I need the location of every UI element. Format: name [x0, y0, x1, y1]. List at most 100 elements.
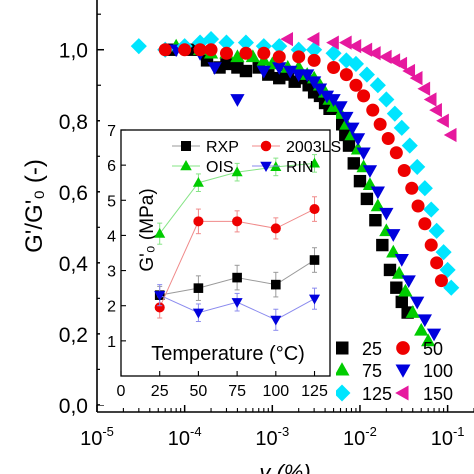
y-axis-title: G'/G'₀ (-)	[21, 159, 48, 253]
data-point	[414, 322, 429, 336]
data-point	[300, 69, 315, 83]
data-point	[306, 41, 323, 58]
data-point	[230, 94, 245, 107]
data-point	[357, 89, 371, 103]
data-point	[418, 217, 432, 231]
inset-data-point	[309, 204, 320, 215]
inset-data-point	[154, 302, 165, 313]
data-point	[409, 71, 423, 86]
inset-data-point	[154, 227, 166, 238]
x-tick-label: 10-1	[431, 424, 465, 450]
data-point	[411, 199, 425, 213]
data-point	[405, 181, 419, 195]
inset-y-tick-label: 5	[107, 193, 116, 210]
inset-x-tick-label: 125	[301, 383, 328, 400]
data-point	[435, 244, 452, 261]
data-point	[339, 68, 353, 82]
data-point	[390, 281, 403, 294]
data-point	[319, 90, 335, 104]
inset-data-point	[232, 272, 242, 283]
inset-legend-marker	[260, 161, 272, 172]
data-point	[381, 132, 395, 146]
x-tick-label-base: 10	[431, 428, 453, 450]
inset-data-point	[231, 166, 243, 177]
legend-label: 75	[362, 361, 382, 381]
data-point	[272, 50, 286, 64]
x-tick-label-base: 10	[343, 428, 365, 450]
data-point	[370, 186, 385, 200]
data-point	[443, 279, 460, 296]
legend-label: 125	[362, 384, 392, 404]
data-point	[439, 261, 456, 278]
data-point	[436, 113, 449, 128]
inset-data-point	[232, 216, 243, 227]
data-point	[280, 31, 294, 47]
inset-y-tick-label: 3	[107, 264, 116, 281]
data-point	[369, 77, 386, 94]
data-point	[327, 60, 341, 74]
data-point	[386, 105, 403, 122]
data-point	[401, 137, 418, 154]
data-point	[338, 35, 352, 50]
inset-data-point	[270, 315, 282, 326]
inset-y-tick-label: 7	[107, 123, 116, 140]
x-tick-label-exponent: -4	[190, 424, 202, 439]
data-point	[237, 34, 254, 51]
x-tick-label-base: 10	[168, 428, 190, 450]
inset-data-point	[193, 216, 204, 227]
data-point	[369, 214, 382, 227]
data-point	[362, 165, 378, 178]
data-point	[326, 35, 339, 50]
data-point	[255, 38, 272, 55]
data-point	[402, 63, 416, 79]
data-point	[290, 41, 307, 58]
inset-x-tick-label: 50	[190, 383, 208, 400]
x-tick-label-exponent: -2	[365, 424, 377, 439]
data-point	[421, 333, 436, 347]
data-point	[283, 65, 298, 79]
data-point	[353, 174, 367, 188]
data-point	[230, 49, 245, 63]
legend-marker	[396, 341, 410, 355]
inset-frame	[120, 129, 331, 377]
inset-y-tick-label: 4	[107, 228, 116, 245]
data-point	[158, 43, 172, 57]
data-point	[428, 222, 445, 239]
data-point	[207, 62, 222, 75]
data-point	[271, 38, 288, 55]
data-point	[401, 275, 416, 289]
data-point	[426, 328, 442, 342]
data-point	[130, 38, 147, 55]
legend-marker	[395, 364, 411, 378]
series-50	[158, 43, 448, 288]
inset-data-point	[193, 283, 204, 293]
inset-data-point	[309, 255, 320, 265]
data-point	[239, 64, 253, 78]
y-tick-label: 0,0	[59, 395, 88, 418]
inset-chart: 1 2 3 4 5 6 7 0 25 50 75 100 125 G'₀ (MPa) Temperature…	[100, 115, 341, 405]
data-point	[393, 119, 410, 136]
inset-legend-label: OIS	[206, 159, 234, 176]
data-point	[366, 103, 380, 117]
x-tick-label: 10-3	[255, 424, 289, 450]
x-tick-label: 10-2	[343, 424, 377, 450]
data-point	[409, 158, 426, 175]
data-point	[383, 263, 397, 277]
inset-y-tick-label: 1	[107, 334, 116, 351]
legend-marker	[333, 384, 351, 402]
inset-background	[100, 115, 336, 405]
inset-data-point	[192, 308, 204, 319]
inset-data-point	[308, 294, 321, 305]
inset-data-point	[271, 279, 281, 290]
data-point	[345, 122, 360, 136]
inset-data-point	[308, 157, 321, 168]
legend-marker	[395, 385, 409, 401]
x-tick-label-exponent: -5	[102, 424, 114, 439]
data-point	[339, 111, 354, 125]
legend-label: 100	[423, 361, 453, 381]
data-point	[389, 146, 403, 160]
data-point	[204, 43, 218, 57]
data-point	[416, 180, 433, 197]
inset-legend: RXP 2003LS OIS RIN	[172, 139, 341, 176]
data-point	[257, 46, 271, 60]
